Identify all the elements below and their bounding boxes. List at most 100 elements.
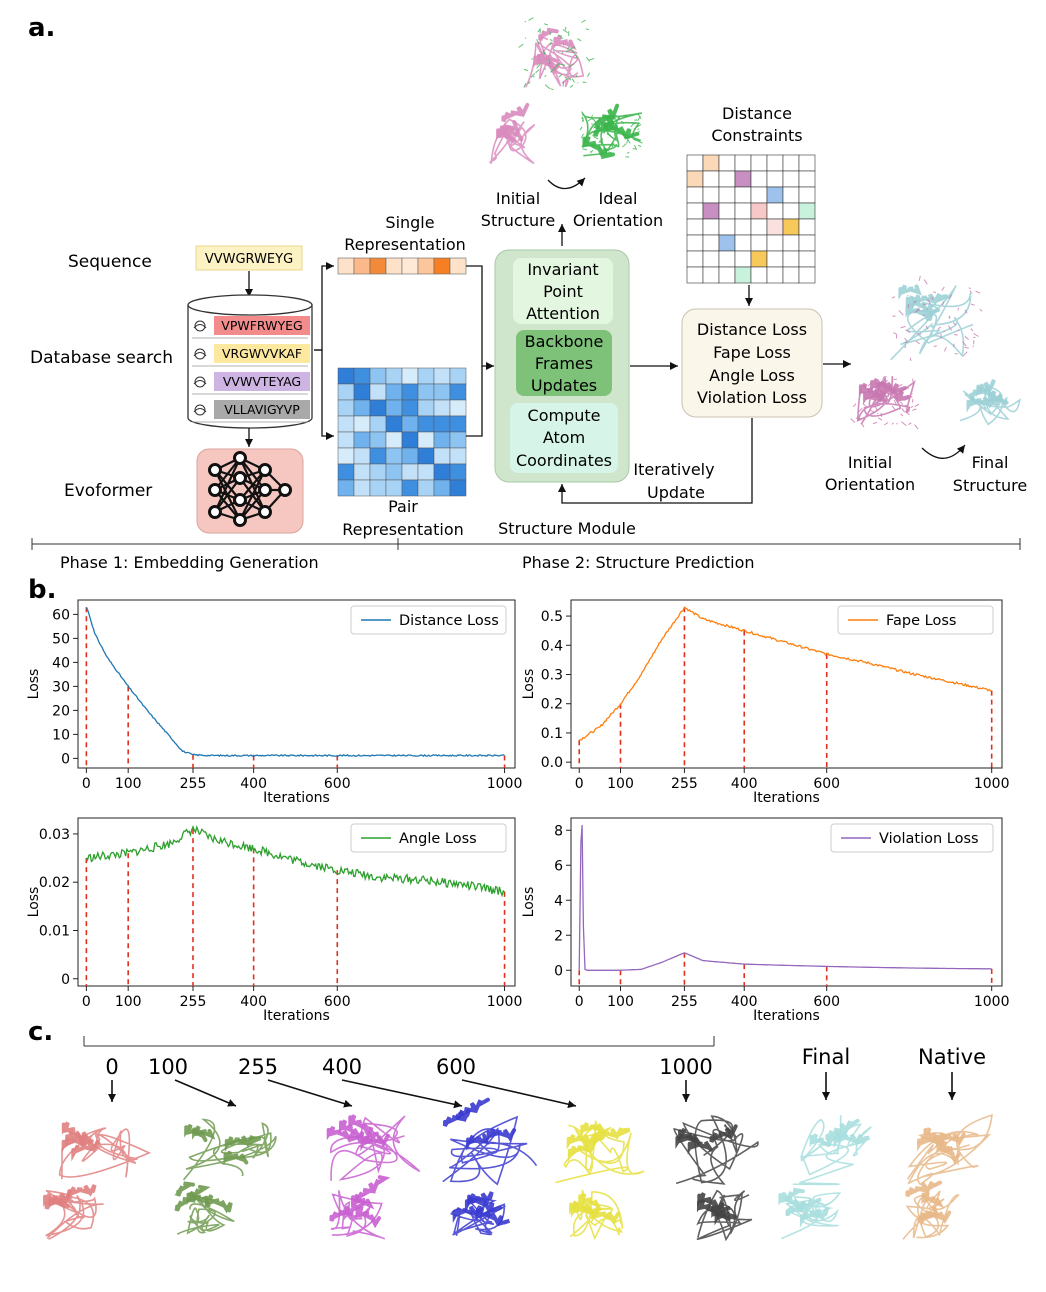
y-axis-label: Loss	[521, 669, 537, 700]
x-tick-label: 100	[115, 776, 142, 792]
pair-rep-cell	[369, 415, 387, 433]
y-tick-label: 0.03	[39, 827, 70, 843]
y-tick-label: 4	[554, 893, 563, 909]
constraint-cell	[734, 186, 752, 204]
constraint-cell	[782, 266, 800, 284]
helix	[184, 1123, 208, 1143]
constraint-cell	[750, 218, 768, 236]
nn-node	[258, 463, 272, 477]
loss-box	[681, 308, 823, 418]
y-tick-label: 8	[554, 823, 563, 839]
neural-network-icon	[208, 451, 292, 527]
iteratively-label: Iteratively	[633, 460, 714, 479]
x-tick-label: 600	[813, 776, 840, 792]
helix	[969, 379, 996, 400]
x-tick-label: 600	[324, 776, 351, 792]
constraint-cell	[782, 186, 800, 204]
constraint-cell	[702, 234, 720, 252]
side-chains	[579, 113, 643, 158]
backbone-block	[516, 330, 612, 396]
distance-constraints-grid	[686, 154, 816, 284]
pair-rep-cell	[337, 431, 355, 449]
constraint-cell	[798, 218, 816, 236]
helix	[825, 1118, 860, 1141]
single-rep-cell	[337, 257, 355, 275]
msa-sequence: VLLAVIGYVP	[224, 402, 300, 417]
pair-rep-cell	[353, 447, 371, 465]
constraint-cell	[702, 250, 720, 268]
pair-rep-cell	[401, 367, 419, 385]
ipa-text-2: Point	[543, 282, 583, 301]
y-tick-label: 0.01	[39, 923, 70, 939]
query-sequence-box	[195, 245, 303, 271]
pair-rep-cell	[417, 447, 435, 465]
pair-rep-cell	[449, 415, 467, 433]
constraint-cell	[686, 234, 704, 252]
constraint-cell	[798, 170, 816, 188]
y-tick-label: 0.02	[39, 875, 70, 891]
constraint-cell	[782, 154, 800, 172]
constraint-cell	[750, 186, 768, 204]
x-tick-label: 1000	[487, 776, 523, 792]
series-line	[85, 824, 505, 898]
legend-box	[350, 605, 507, 635]
phase2-label: Phase 2: Structure Prediction	[522, 553, 755, 572]
pair-rep-cell	[401, 415, 419, 433]
msa-sequence: VRGWVVKAF	[222, 346, 302, 361]
constraint-cell	[686, 154, 704, 172]
x-axis-label: Iterations	[753, 1008, 820, 1024]
msa-seq-box	[214, 372, 310, 391]
constraint-cell	[798, 154, 816, 172]
initial-orientation-label-1: Initial	[848, 453, 892, 472]
constraint-cell	[734, 266, 752, 284]
constraint-cell	[718, 186, 736, 204]
pair-rep-cell	[449, 431, 467, 449]
helix	[687, 1139, 713, 1155]
constraint-cell	[686, 186, 704, 204]
helix	[224, 1135, 262, 1153]
nn-edge	[239, 469, 266, 521]
x-tick-label: 100	[115, 994, 142, 1010]
x-tick-label: 255	[671, 776, 698, 792]
pair-rep-cell	[385, 415, 403, 433]
pair-rep-cell	[433, 367, 451, 385]
chart-2: 0 100 255 400 600 1000 0 0.01 0.02 0.03 Iterations…	[26, 817, 522, 1024]
pair-rep-cell	[385, 383, 403, 401]
single-rep-cell	[433, 257, 451, 275]
x-tick-label: 0	[575, 994, 584, 1010]
coil	[569, 1189, 624, 1241]
single-rep-label-2: Representation	[344, 235, 466, 254]
pair-rep-cell	[337, 447, 355, 465]
coords-text-1: Compute	[528, 406, 601, 425]
native-label: Native	[918, 1045, 986, 1069]
helix	[174, 1181, 195, 1197]
pair-rep-cell	[369, 399, 387, 417]
chart-3: 0 100 255 400 600 1000 0 2 4 6 8 Iterations Loss Viol…	[521, 817, 1010, 1024]
helix	[905, 295, 940, 316]
y-axis-label: Loss	[26, 669, 42, 700]
final-structure-label-2: Structure	[953, 476, 1027, 495]
right-curved-arrow	[921, 444, 966, 459]
constraint-cell	[766, 218, 784, 236]
series-line	[85, 607, 505, 758]
coil	[176, 1194, 235, 1235]
single-rep-cell	[353, 257, 371, 275]
constraint-cell	[782, 250, 800, 268]
single-rep-cell	[417, 257, 435, 275]
x-tick-label: 1000	[974, 776, 1010, 792]
x-tick-label: 400	[731, 776, 758, 792]
constraint-cell	[686, 202, 704, 220]
x-tick-label: 255	[180, 776, 207, 792]
species-icon	[194, 404, 206, 416]
pair-rep-cell	[433, 447, 451, 465]
msa-sequence: VVWVTEYAG	[223, 374, 301, 389]
single-rep-cell	[449, 257, 467, 275]
query-sequence: VVWGRWEYG	[205, 252, 293, 267]
y-tick-label: 0.1	[541, 726, 563, 742]
y-tick-label: 0.5	[541, 609, 563, 625]
pair-rep-cell	[401, 431, 419, 449]
coil	[856, 376, 916, 425]
msa-seq-box	[214, 344, 310, 363]
y-tick-label: 0.2	[541, 697, 563, 713]
helix	[905, 1180, 942, 1198]
